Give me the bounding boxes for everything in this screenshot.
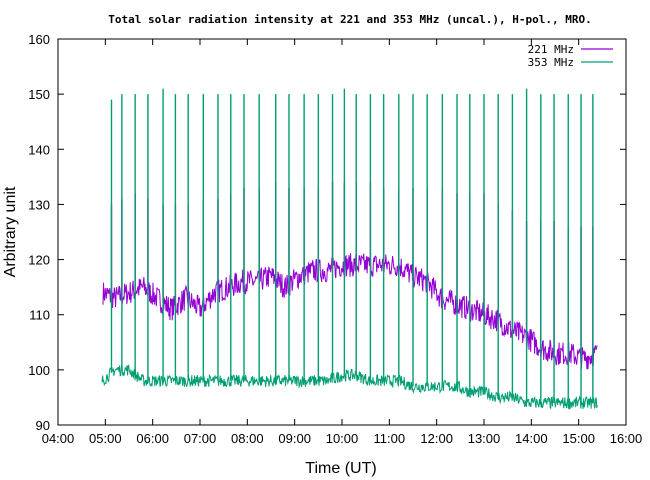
y-tick-label: 110 — [29, 308, 50, 323]
y-tick-label: 100 — [28, 363, 50, 378]
series-line — [102, 253, 598, 371]
y-tick-label: 90 — [36, 418, 50, 433]
series-line — [101, 363, 598, 411]
legend-label: 353 MHz — [528, 56, 574, 69]
series-221mhz — [102, 182, 598, 371]
x-tick-label: 09:00 — [278, 431, 311, 446]
x-axis-label: Time (UT) — [305, 460, 376, 477]
x-tick-label: 07:00 — [184, 431, 217, 446]
legend-label: 221 MHz — [528, 43, 574, 56]
y-axis: 90 100 110 120 130 140 150 160 — [28, 32, 626, 433]
x-tick-label: 08:00 — [231, 431, 264, 446]
x-tick-label: 11:00 — [374, 431, 406, 446]
x-tick-label: 06:00 — [136, 431, 169, 446]
x-tick-label: 13:00 — [468, 431, 501, 446]
x-tick-label: 15:00 — [562, 431, 595, 446]
x-tick-label: 10:00 — [326, 431, 359, 446]
x-tick-label: 04:00 — [42, 431, 75, 446]
chart-title: Total solar radiation intensity at 221 a… — [108, 13, 591, 26]
series-353mhz — [101, 88, 598, 411]
y-tick-label: 140 — [28, 142, 50, 157]
y-tick-label: 150 — [28, 87, 50, 102]
x-axis: 04:00 05:00 06:00 07:00 08:00 09:00 10:00 11:00… — [42, 39, 643, 446]
y-tick-label: 160 — [28, 32, 50, 47]
series-layer — [101, 88, 598, 411]
y-tick-label: 130 — [28, 197, 50, 212]
y-tick-label: 120 — [28, 253, 50, 268]
x-tick-label: 05:00 — [89, 431, 122, 446]
x-tick-label: 16:00 — [610, 431, 643, 446]
y-axis-label: Arbitrary unit — [2, 186, 19, 277]
x-tick-label: 14:00 — [515, 431, 548, 446]
x-tick-label: 12:00 — [420, 431, 453, 446]
